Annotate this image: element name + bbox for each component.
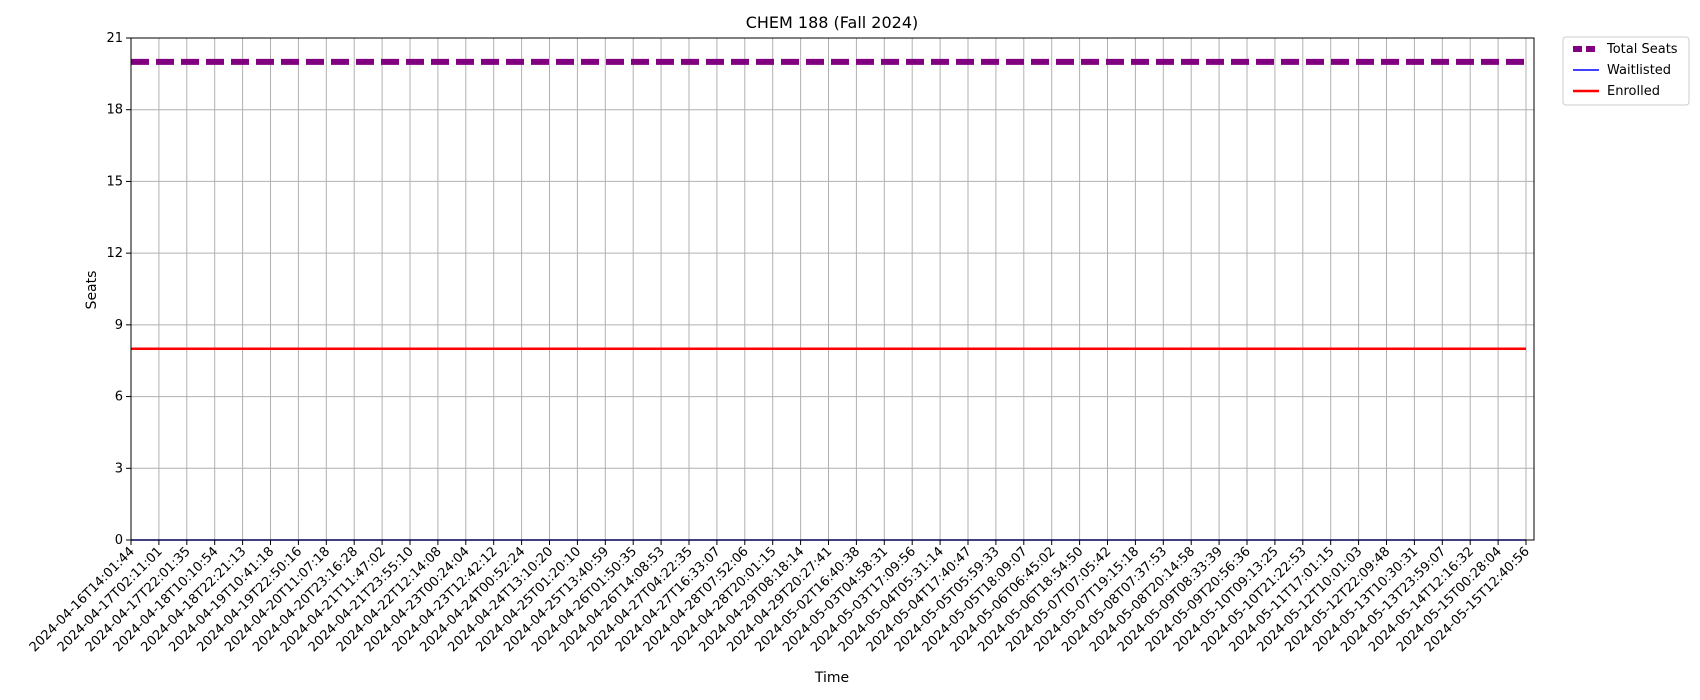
y-axis: 0 3 6 9 12 15 18 21 [106,31,131,548]
y-tick-label: 12 [106,246,123,261]
grid [130,37,1534,541]
legend: Total Seats Waitlisted Enrolled [1562,36,1690,106]
y-tick-label: 0 [115,533,123,548]
y-tick-label: 21 [106,31,123,46]
y-tick-label: 6 [115,390,123,405]
y-tick-label: 15 [106,174,123,189]
x-axis-title: Time [814,670,849,686]
y-tick-label: 9 [115,318,123,333]
x-axis: 2024-04-16T14:01:442024-04-17T02:11:0120… [27,540,1533,655]
plot-frame [130,37,1535,541]
legend-label: Total Seats [1606,42,1678,57]
legend-box [1562,36,1690,106]
legend-label: Enrolled [1607,84,1660,99]
chart-title: CHEM 188 (Fall 2024) [746,13,919,32]
y-axis-title: Seats [84,271,100,310]
legend-label: Waitlisted [1607,63,1671,78]
y-tick-label: 18 [106,103,123,118]
y-tick-label: 3 [115,461,123,476]
